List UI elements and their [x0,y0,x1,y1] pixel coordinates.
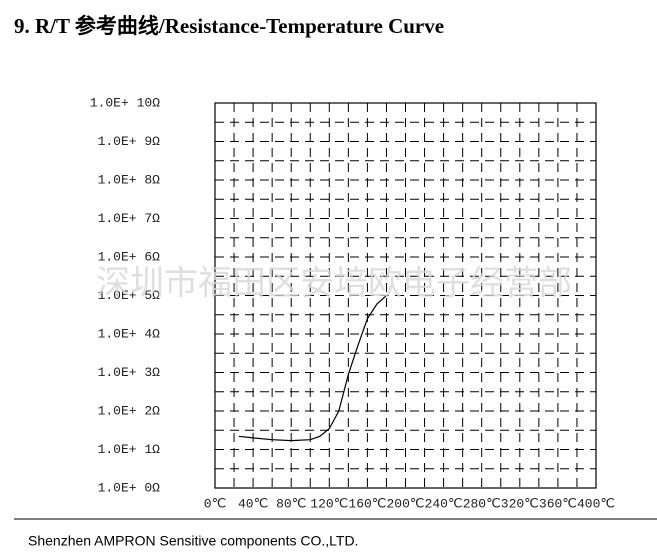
y-tick-label: 1.0E+ 3Ω [98,365,161,380]
footer-text: Shenzhen AMPRON Sensitive components CO.… [28,533,358,549]
y-tick-label: 1.0E+ 2Ω [98,403,161,418]
x-tick-label: 80℃ [276,496,306,511]
x-tick-label: 240℃ [425,496,463,511]
y-tick-label: 1.0E+ 6Ω [98,249,161,264]
curve [238,295,387,442]
y-tick-label: 1.0E+ 10Ω [90,95,160,110]
y-tick-label: 1.0E+ 5Ω [98,288,161,303]
x-tick-label: 200℃ [386,496,424,511]
y-tick-label: 1.0E+ 8Ω [98,172,161,187]
x-tick-label: 160℃ [348,496,386,511]
plot-frame [214,102,597,489]
x-tick-label: 320℃ [501,496,539,511]
y-tick-label: 1.0E+ 0Ω [98,480,161,495]
x-tick-label: 40℃ [238,496,268,511]
plot: 1.0E+ 0Ω 1.0E+ 1Ω 1.0E+ 2Ω 1.0E+ 3Ω 1.0E+ 4Ω… [90,95,615,511]
x-tick-label: 400℃ [577,496,615,511]
y-tick-label: 1.0E+ 7Ω [98,211,161,226]
page-title: 9. R/T 参考曲线/Resistance-Temperature Curve [14,14,444,38]
y-tick-label: 1.0E+ 9Ω [98,134,161,149]
x-tick-label: 360℃ [539,496,577,511]
watermark: 深圳市福田区安培欧电子经营部 [96,264,572,304]
y-tick-label: 1.0E+ 4Ω [98,326,161,341]
x-tick-label: 0℃ [204,496,226,511]
x-tick-label: 280℃ [463,496,501,511]
x-tick-label: 120℃ [310,496,348,511]
y-tick-label: 1.0E+ 1Ω [98,442,161,457]
